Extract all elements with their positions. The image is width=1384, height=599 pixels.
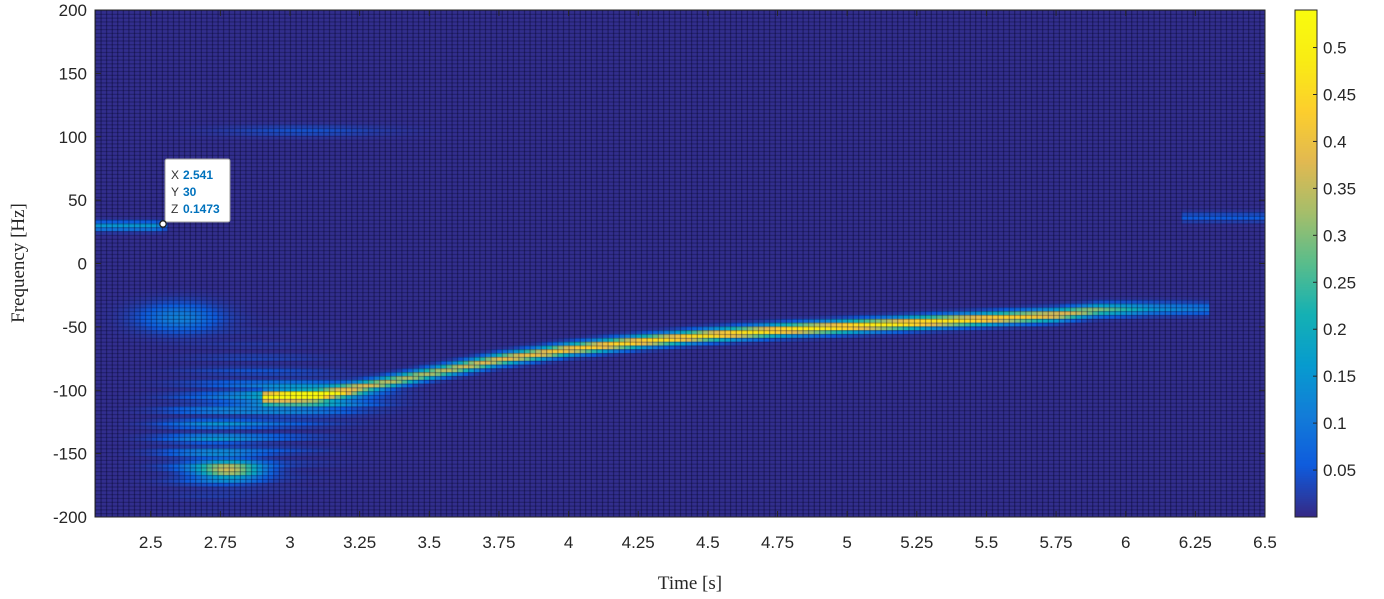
y-tick-label: 100 (59, 128, 87, 147)
datatip-y-value: 30 (183, 185, 197, 199)
datatip-z-value: 0.1473 (183, 202, 220, 216)
x-tick-label: 6.5 (1253, 533, 1277, 552)
y-tick-label: -50 (62, 318, 87, 337)
datatip-x-value: 2.541 (183, 168, 213, 182)
x-tick-label: 5.25 (900, 533, 933, 552)
colorbar-tick-label: 0.25 (1323, 273, 1356, 292)
datatip-z-label: Z (171, 202, 178, 216)
datatip-marker (159, 220, 167, 228)
x-tick-label: 4.75 (761, 533, 794, 552)
y-axis-ticks: 200 150 100 50 0 -50 -100 -150 -200 (53, 1, 1265, 527)
colorbar-tick-label: 0.2 (1323, 320, 1347, 339)
colorbar-tick-label: 0.1 (1323, 414, 1347, 433)
x-tick-label: 6 (1121, 533, 1130, 552)
y-tick-label: 200 (59, 1, 87, 20)
x-tick-label: 2.5 (139, 533, 163, 552)
y-tick-label: 0 (78, 255, 87, 274)
x-tick-label: 4.5 (696, 533, 720, 552)
colorbar-tick-label: 0.3 (1323, 226, 1347, 245)
y-tick-label: -150 (53, 445, 87, 464)
x-tick-label: 4.25 (622, 533, 655, 552)
colorbar-tick-label: 0.4 (1323, 132, 1347, 151)
datatip-x-label: X (171, 168, 179, 182)
y-axis-title: Frequency [Hz] (8, 203, 29, 323)
x-tick-label: 3.25 (343, 533, 376, 552)
x-tick-label: 3.5 (417, 533, 441, 552)
colorbar-tick-label: 0.45 (1323, 86, 1356, 105)
colorbar-tick-label: 0.35 (1323, 179, 1356, 198)
x-tick-label: 4 (564, 533, 573, 552)
x-tick-label: 3.75 (482, 533, 515, 552)
colorbar-ticks: 0.5 0.45 0.4 0.35 0.3 0.25 0.2 0.15 0.1 0.05 (1313, 39, 1356, 480)
colorbar-gradient (1295, 10, 1317, 517)
y-tick-label: -200 (53, 508, 87, 527)
colorbar[interactable]: 0.5 0.45 0.4 0.35 0.3 0.25 0.2 0.15 0.1 0.05 (1294, 9, 1356, 518)
x-tick-label: 3 (285, 533, 294, 552)
datatip-y-label: Y (171, 185, 179, 199)
x-tick-label: 5 (842, 533, 851, 552)
x-tick-label: 5.5 (975, 533, 999, 552)
colorbar-tick-label: 0.5 (1323, 39, 1347, 58)
x-tick-label: 6.25 (1179, 533, 1212, 552)
x-axis-ticks: 2.5 2.75 3 3.25 3.5 3.75 4 4.25 4.5 4.75 5 5.25 5.5 5… (139, 10, 1277, 552)
y-tick-label: 50 (68, 191, 87, 210)
spectrogram-heatmap (95, 10, 1265, 517)
x-axis-title: Time [s] (658, 573, 722, 594)
colorbar-box (1294, 9, 1318, 518)
y-tick-label: 150 (59, 64, 87, 83)
colorbar-tick-label: 0.05 (1323, 461, 1356, 480)
data-tip[interactable]: X 2.541 Y 30 Z 0.1473 (159, 158, 231, 228)
colorbar-tick-label: 0.15 (1323, 367, 1356, 386)
y-tick-label: -100 (53, 381, 87, 400)
heatmap-plot-area[interactable] (95, 10, 1265, 517)
datatip-box (164, 158, 231, 223)
x-tick-label: 5.75 (1040, 533, 1073, 552)
x-tick-label: 2.75 (204, 533, 237, 552)
